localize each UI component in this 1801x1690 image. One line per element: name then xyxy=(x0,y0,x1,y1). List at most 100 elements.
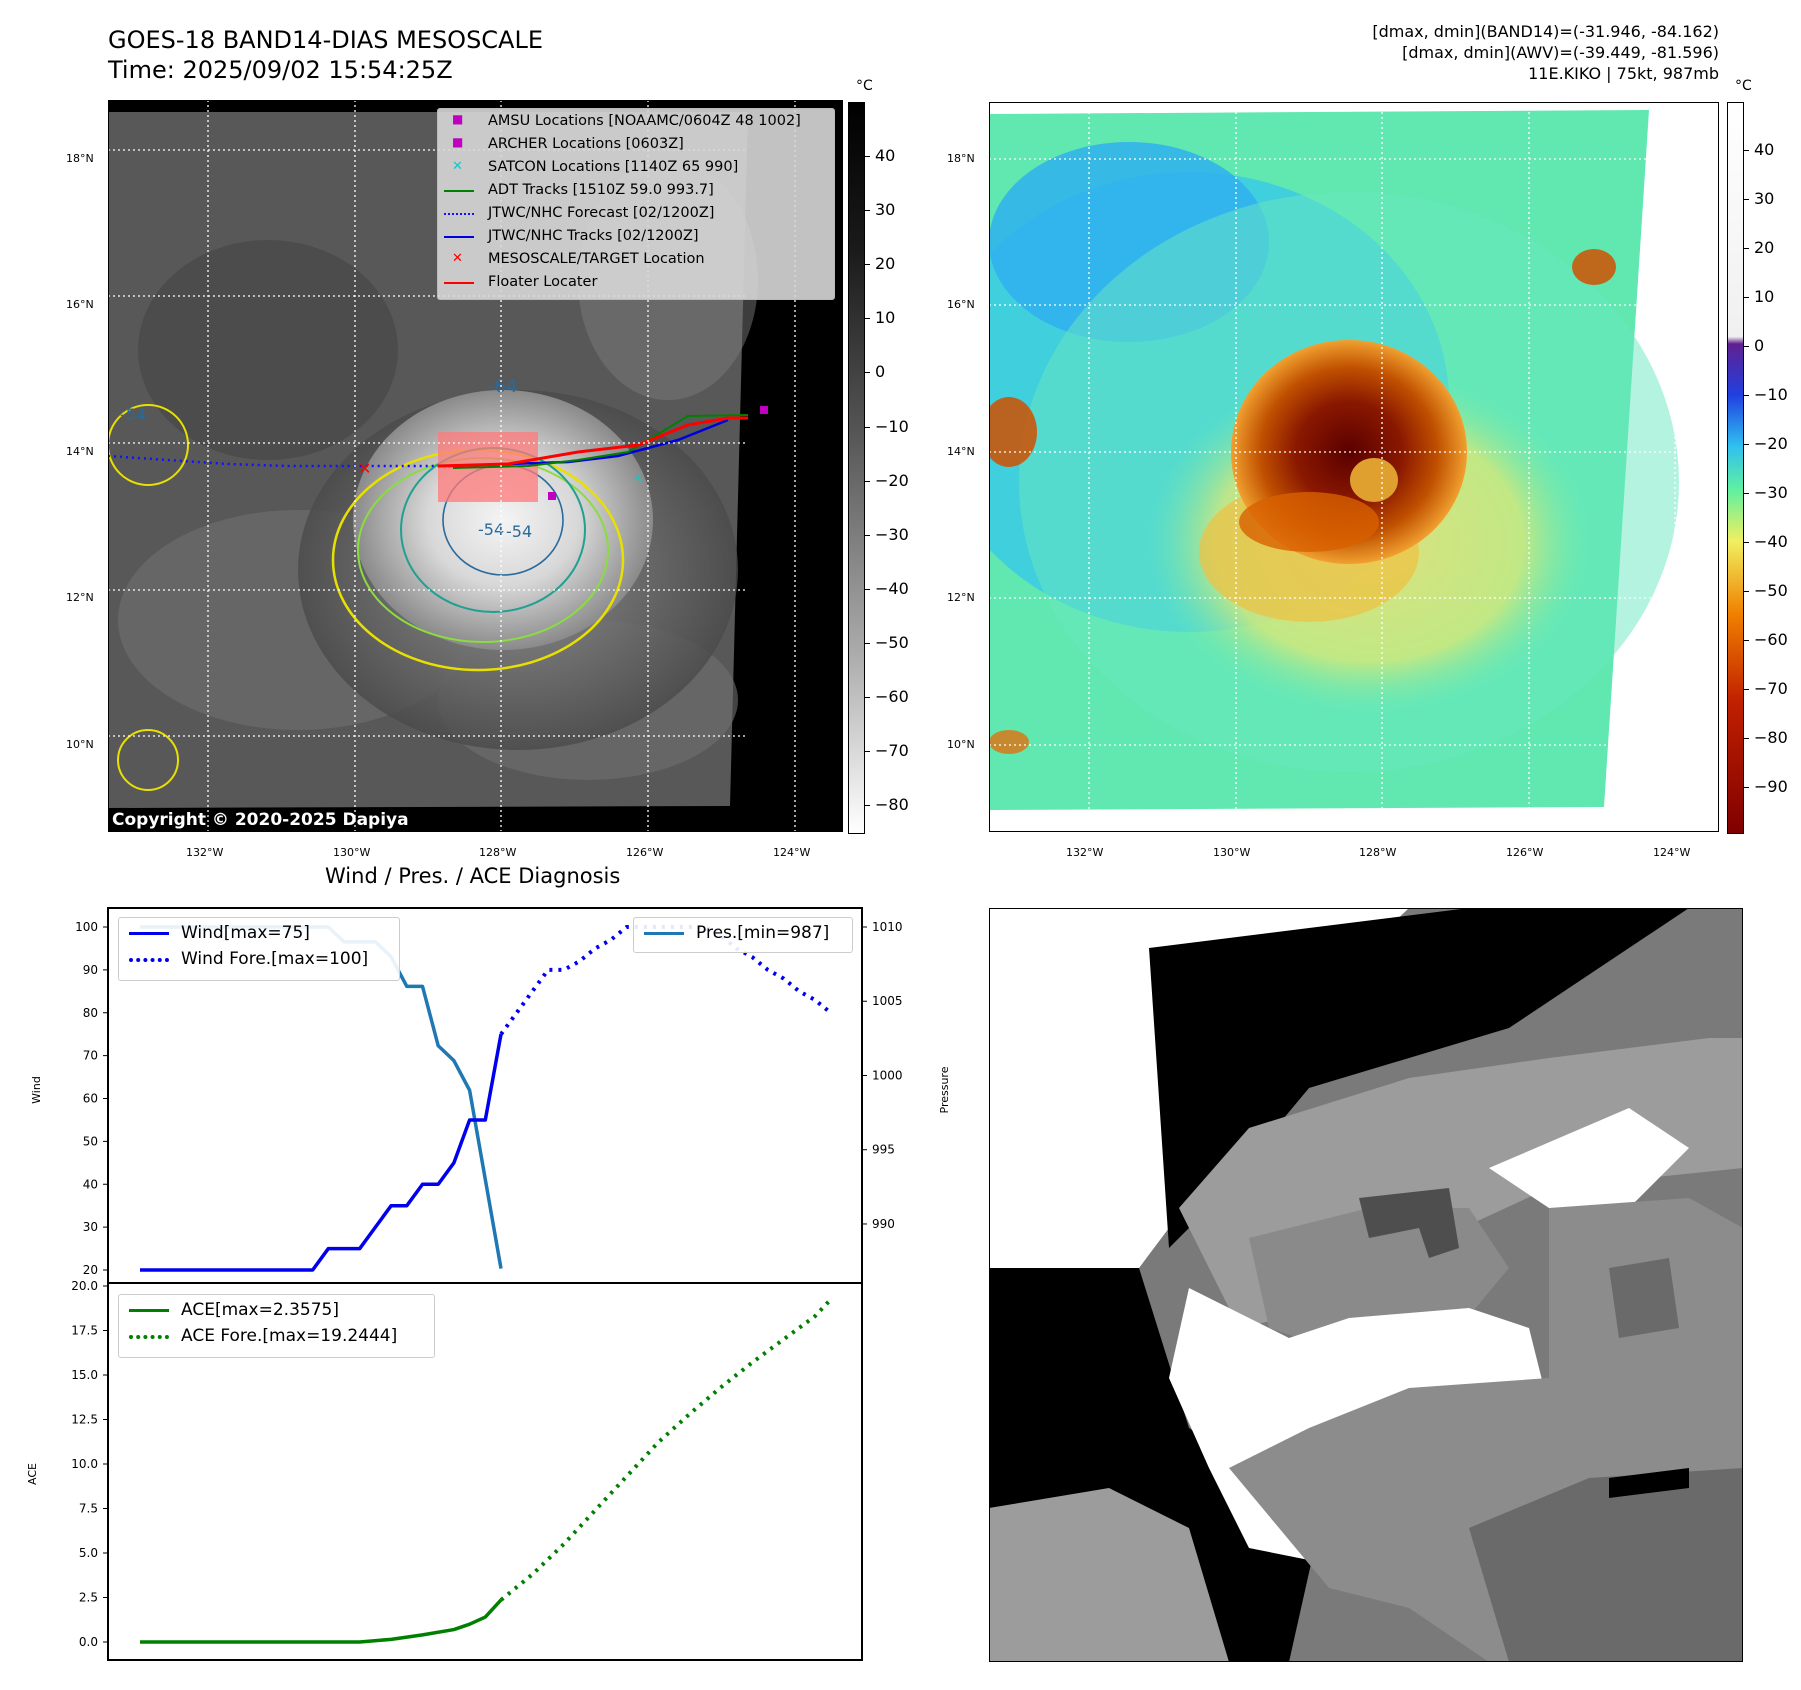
lon-label: 126°W xyxy=(626,846,664,859)
colorbar-tick-label: −20 xyxy=(1754,434,1788,453)
satcon-legend-icon: ✕ xyxy=(452,159,463,174)
wind-axis-title: Wind xyxy=(30,1076,43,1104)
colorbar-tick-label: 40 xyxy=(1754,140,1775,159)
colorbar-tick xyxy=(1744,493,1749,494)
wmg-count: WMG Count: 0 xyxy=(1007,924,1160,946)
chart-title: Wind / Pres. / ACE Diagnosis xyxy=(325,864,621,888)
wind-tick-label: 50 xyxy=(83,1134,98,1148)
colorbar-tick-label: 20 xyxy=(875,254,896,274)
jtwc-legend-line xyxy=(444,236,474,238)
colorbar-tick xyxy=(1744,542,1749,543)
ace-tick-label: 7.5 xyxy=(79,1502,98,1516)
pressure-tick-label: 990 xyxy=(872,1217,895,1231)
colorbar-tick-label: −80 xyxy=(875,795,909,815)
colorbar-tick xyxy=(1744,787,1749,788)
colorbar-tick xyxy=(1744,591,1749,592)
colorbar-tick xyxy=(865,534,870,536)
wind-legend: Wind[max=75] Wind Fore.[max=100] xyxy=(118,917,400,981)
colorbar-tick-label: −70 xyxy=(875,741,909,761)
lon-label: 124°W xyxy=(1653,846,1691,859)
ace-line xyxy=(140,1598,503,1644)
floater-legend-line xyxy=(444,282,474,284)
colorbar-tick xyxy=(865,264,870,266)
colorbar-tick xyxy=(1744,689,1749,690)
ace-forecast-line xyxy=(499,1298,833,1602)
colorbar-tick xyxy=(865,751,870,753)
contour-label: -54 xyxy=(478,520,504,539)
legend-forecast: JTWC/NHC Forecast [02/1200Z] xyxy=(488,205,715,221)
target-marker: ✕ xyxy=(358,459,371,478)
figure-time: Time: 2025/09/02 15:54:25Z xyxy=(108,56,453,84)
ace-tick-label: 2.5 xyxy=(79,1591,98,1605)
colorbar-tick xyxy=(1744,150,1749,151)
pressure-tick-label: 995 xyxy=(872,1143,895,1157)
info-storm: 11E.KIKO | 75kt, 987mb xyxy=(1528,64,1719,83)
legend-target: MESOSCALE/TARGET Location xyxy=(488,251,705,267)
colorbar-tick-label: −30 xyxy=(875,524,909,544)
ace-tick-label: 10.0 xyxy=(71,1457,98,1471)
amsu-marker xyxy=(760,406,768,414)
colorbar-unit: °C xyxy=(856,78,873,94)
pressure-legend: Pres.[min=987] xyxy=(633,917,853,953)
wind-tick-label: 60 xyxy=(83,1092,98,1106)
lon-label: 132°W xyxy=(1066,846,1104,859)
legend-wind: Wind[max=75] xyxy=(181,923,310,943)
legend-floater: Floater Locater xyxy=(488,274,598,290)
lon-label: 128°W xyxy=(1359,846,1397,859)
adt-legend-line xyxy=(444,190,474,192)
ace-legend: ACE[max=2.3575] ACE Fore.[max=19.2444] xyxy=(118,1294,435,1358)
wmg-panel xyxy=(989,908,1743,1662)
wind-fore-legend-line xyxy=(129,958,169,962)
colorbar-tick xyxy=(865,588,870,590)
info-band14: [dmax, dmin](BAND14)=(-31.946, -84.162) xyxy=(1372,22,1719,41)
colorbar-tick-label: 20 xyxy=(1754,238,1775,257)
wind-tick-label: 20 xyxy=(83,1263,98,1277)
forecast-legend-line xyxy=(444,213,474,215)
lat-label: 16°N xyxy=(66,298,94,311)
lat-label: 14°N xyxy=(66,445,94,458)
colorbar-tick xyxy=(865,318,870,320)
legend-amsu: AMSU Locations [NOAAMC/0604Z 48 1002] xyxy=(488,113,801,129)
lat-label: 14°N xyxy=(947,445,975,458)
lat-label: 12°N xyxy=(66,591,94,604)
ace-tick-label: 20.0 xyxy=(71,1279,98,1293)
enhanced-gridlines xyxy=(989,102,1719,832)
legend-wind-fore: Wind Fore.[max=100] xyxy=(181,949,369,969)
colorbar-tick xyxy=(1744,444,1749,445)
colorbar-tick xyxy=(1744,297,1749,298)
storm-cdo xyxy=(353,390,653,650)
colorbar-tick xyxy=(1744,346,1749,347)
legend-adt: ADT Tracks [1510Z 59.0 993.7] xyxy=(488,182,714,198)
colorbar-tick-label: 40 xyxy=(875,146,896,165)
ace-tick-label: 5.0 xyxy=(79,1546,98,1560)
adt-track xyxy=(452,414,749,469)
colorbar-tick xyxy=(865,210,870,212)
wmg-dark-core xyxy=(1359,1188,1459,1258)
pressure-tick-label: 1010 xyxy=(872,920,903,934)
lat-label: 18°N xyxy=(947,152,975,165)
colorbar-tick-label: 30 xyxy=(875,200,896,220)
colorbar-tick xyxy=(865,156,870,157)
ace-tick-label: 15.0 xyxy=(71,1368,98,1382)
pres-legend-line xyxy=(644,932,684,935)
amsu-legend-icon: ■ xyxy=(452,112,464,126)
ace-axis-title: ACE xyxy=(26,1463,39,1485)
ace-tick-label: 12.5 xyxy=(71,1413,98,1427)
wind-legend-line xyxy=(129,932,169,935)
storm-eye xyxy=(1350,458,1398,502)
wind-tick-label: 70 xyxy=(83,1049,98,1063)
wind-forecast-line xyxy=(499,925,832,1036)
colorbar-tick-label: 0 xyxy=(875,362,886,382)
floater-track xyxy=(437,416,748,468)
wind-tick-label: 40 xyxy=(83,1177,98,1191)
colorbar-tick xyxy=(1744,738,1749,739)
colorbar-tick-label: −70 xyxy=(1754,679,1788,698)
colorbar-tick xyxy=(1744,395,1749,396)
legend-pressure: Pres.[min=987] xyxy=(696,923,830,943)
lon-label: 130°W xyxy=(333,846,371,859)
colorbar-unit: °C xyxy=(1735,78,1752,94)
lat-label: 16°N xyxy=(947,298,975,311)
legend-ace-fore: ACE Fore.[max=19.2444] xyxy=(181,1326,398,1346)
colorbar-tick-label: −30 xyxy=(1754,483,1788,502)
colorbar-tick-label: −40 xyxy=(875,578,909,598)
